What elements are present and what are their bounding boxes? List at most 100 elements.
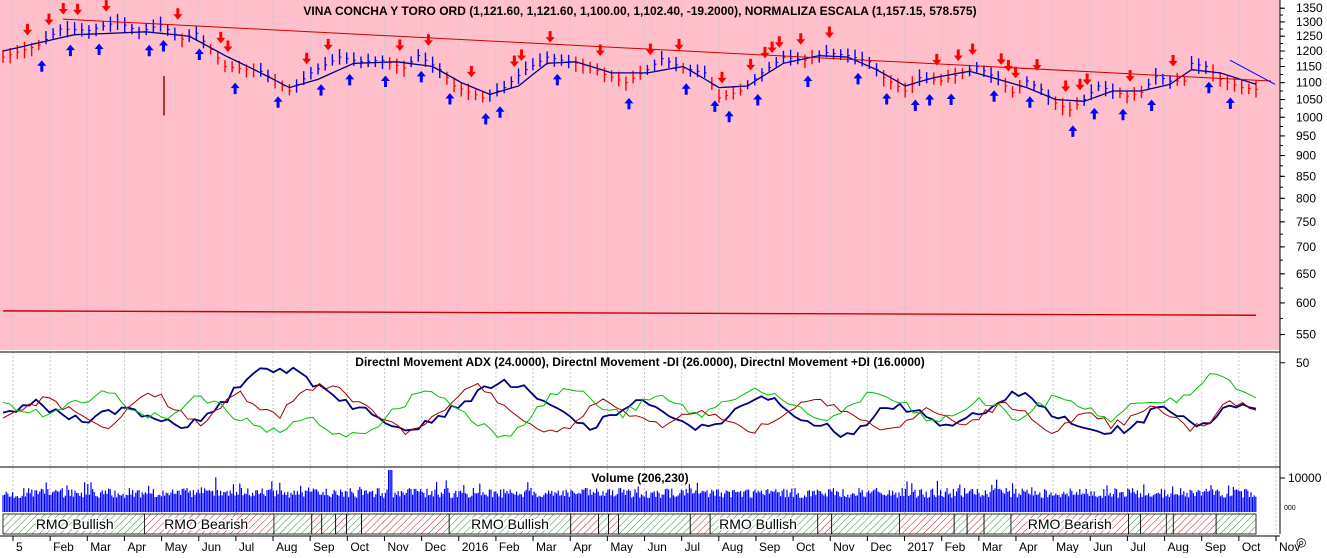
short-trendline: [1229, 59, 1276, 85]
rmo-bear-segment: [361, 513, 450, 535]
rmo-bear-segment: [1140, 513, 1167, 535]
buy-signal-arrow: [1118, 108, 1128, 121]
price-axis-label: 900: [1296, 149, 1316, 163]
sell-signal-arrow: [44, 13, 54, 26]
price-axis-label: 850: [1296, 169, 1316, 183]
price-axis-label: 1300: [1296, 15, 1323, 29]
price-axis-label: 1200: [1296, 44, 1323, 58]
x-axis-month-label: Jun: [1093, 540, 1112, 553]
price-axis-label: 950: [1296, 129, 1316, 143]
buy-signal-arrow: [316, 84, 326, 96]
rmo-bear-segment: [817, 513, 833, 535]
status-circle-icon: ◎: [1296, 535, 1306, 549]
price-axis-label: 1150: [1296, 59, 1322, 73]
x-axis-month-label: 2016: [462, 540, 489, 553]
sell-signal-arrow: [216, 31, 226, 44]
sell-signal-arrow: [58, 2, 68, 15]
sell-signal-arrow: [517, 49, 527, 62]
price-axis-label: 1350: [1296, 1, 1323, 15]
buy-signal-arrow: [1147, 99, 1157, 112]
rmo-bear-segment: [311, 513, 323, 535]
buy-signal-arrow: [910, 99, 920, 112]
normalized-scale-line: [2, 310, 1257, 316]
x-axis-month-label: Mar: [90, 540, 111, 553]
x-axis-month-label: May: [1056, 540, 1079, 553]
buy-signal-arrow: [159, 39, 169, 52]
sell-signal-arrow: [395, 39, 405, 51]
rmo-bear-segment: [966, 513, 985, 535]
x-axis-month-label: May: [610, 540, 633, 553]
sell-signal-arrow: [1032, 59, 1042, 71]
sell-signal-arrow: [1003, 59, 1013, 72]
volume-bars: [2, 470, 1257, 512]
sell-signal-arrow: [323, 38, 333, 51]
sell-signal-arrow: [674, 38, 684, 51]
x-axis-month-label: Apr: [573, 540, 592, 553]
x-axis-month-label: Jun: [202, 540, 221, 553]
dmi-minus_di-line: [2, 382, 1257, 436]
price-chart-title: VINA CONCHA Y TORO ORD (1,121.60, 1,121.…: [303, 4, 976, 18]
buy-signal-arrow: [1025, 96, 1035, 108]
buy-signal-arrow: [1204, 81, 1214, 94]
rmo-bear-segment: [335, 513, 348, 535]
buy-signal-arrow: [882, 92, 892, 105]
sell-signal-arrow: [302, 52, 312, 65]
x-axis-month-label: 5: [16, 540, 23, 553]
buy-signal-arrow: [1225, 97, 1235, 109]
dmi-axis-label: 50: [1296, 356, 1310, 370]
x-axis-month-label: Feb: [499, 540, 520, 553]
sell-signal-arrow: [595, 44, 605, 56]
sell-signal-arrow: [760, 46, 770, 59]
sell-signal-arrow: [1168, 54, 1178, 67]
sell-signal-arrow: [767, 41, 777, 54]
x-axis-month-label: Jun: [648, 540, 667, 553]
buy-signal-arrow: [552, 73, 562, 86]
sell-signal-arrow: [953, 49, 963, 62]
sell-signal-arrow: [509, 55, 519, 68]
buy-signal-arrow: [37, 60, 47, 72]
rmo-label: RMO Bearish: [164, 516, 248, 532]
x-axis-month-label: Oct: [1242, 540, 1261, 553]
buy-signal-arrow: [925, 94, 935, 106]
x-axis-month-label: Aug: [1168, 540, 1189, 553]
sell-signal-arrow: [932, 53, 942, 66]
x-axis-month-label: Jul: [685, 540, 700, 553]
rmo-bull-segment: [618, 513, 691, 535]
volume-axis-sub-label: 000: [1284, 505, 1296, 512]
buy-signal-arrow: [753, 94, 763, 106]
buy-signal-arrow: [416, 70, 426, 83]
x-axis-month-label: May: [165, 540, 188, 553]
buy-signal-arrow: [380, 75, 390, 87]
rmo-bull-segment: [1215, 513, 1257, 535]
x-axis-month-label: Oct: [350, 540, 369, 553]
rmo-bull-segment: [598, 513, 609, 535]
buy-signal-arrow: [65, 44, 75, 57]
price-axis-label: 650: [1296, 267, 1316, 281]
x-axis-month-label: Mar: [536, 540, 557, 553]
buy-signal-arrow: [144, 44, 154, 57]
rmo-bull-segment: [983, 513, 1012, 535]
sell-signal-arrow: [824, 26, 834, 39]
rmo-bull-segment: [1128, 513, 1141, 535]
sell-signal-arrow: [1125, 70, 1135, 82]
sell-signal-arrow: [717, 71, 727, 84]
dmi-panel-title: Directnl Movement ADX (24.0000), Directn…: [355, 355, 924, 369]
buy-signal-arrow: [681, 83, 691, 95]
buy-signal-arrow: [946, 93, 956, 105]
rmo-label: RMO Bullish: [471, 516, 549, 532]
rmo-label: RMO Bullish: [36, 516, 114, 532]
price-axis-label: 1000: [1296, 110, 1323, 124]
x-axis-month-label: Dec: [425, 540, 446, 553]
price-axis-label: 1050: [1296, 93, 1323, 107]
rmo-label: RMO Bearish: [1028, 516, 1112, 532]
price-axis-label: 700: [1296, 240, 1316, 254]
buy-signal-arrow: [803, 75, 813, 87]
buy-signal-arrow: [445, 92, 455, 105]
sell-signal-arrow: [423, 34, 433, 46]
volume-panel-title: Volume (206,230): [591, 471, 688, 485]
sell-signal-arrow: [996, 53, 1006, 65]
x-axis-month-label: Feb: [945, 540, 966, 553]
sell-signal-arrow: [545, 31, 555, 43]
